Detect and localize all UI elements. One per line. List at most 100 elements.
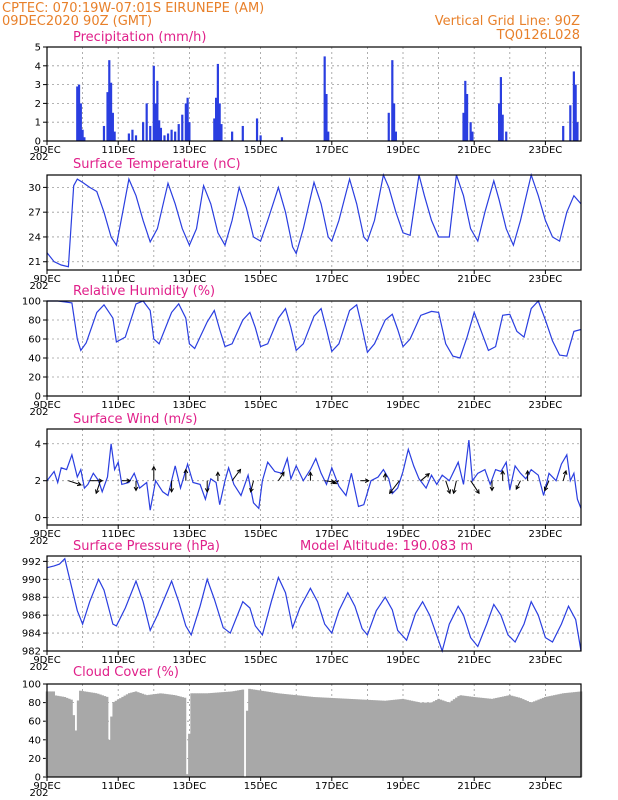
cloud-bar xyxy=(310,696,314,777)
x-date-label: 21DEC xyxy=(457,145,491,156)
wind-arrow-head xyxy=(332,479,338,485)
precip-bar xyxy=(156,80,159,141)
cloud-bar xyxy=(132,692,136,777)
cloud-bar xyxy=(107,739,111,777)
precip-bar xyxy=(213,118,216,141)
cloud-bar xyxy=(463,695,467,777)
cloud-bar xyxy=(208,693,211,777)
cloud-bar xyxy=(508,695,512,777)
y-tick-label: 982 xyxy=(22,647,41,658)
cloud-bar xyxy=(154,693,158,777)
cloud-bar xyxy=(555,694,558,777)
wind-arrow-head xyxy=(215,471,221,477)
cloud-bar xyxy=(408,700,411,777)
cloud-bar xyxy=(348,698,351,777)
precip-bar xyxy=(108,60,111,141)
precip-bar xyxy=(188,122,191,141)
cloud-bar xyxy=(390,700,394,777)
precip-bar xyxy=(79,103,82,141)
x-date-label: 21DEC xyxy=(457,529,491,540)
precip-bar xyxy=(109,82,113,141)
panel-0: 0 1 2 3 4 5 9DEC 11DEC 13DEC 15DEC 17DEC 19DEC 21DEC… xyxy=(29,30,582,163)
cloud-bar xyxy=(486,698,489,777)
x-date-label: 9DEC xyxy=(33,655,60,666)
cloud-bar xyxy=(134,691,138,777)
cloud-bar xyxy=(116,699,120,777)
cloud-bar xyxy=(546,696,549,777)
cloud-bar xyxy=(528,702,532,777)
cloud-bar xyxy=(121,696,124,777)
cloud-bar xyxy=(83,691,87,777)
cloud-bar xyxy=(388,700,391,777)
cloud-bar xyxy=(161,693,165,777)
panel-frame xyxy=(46,46,582,142)
cloud-bar xyxy=(435,700,438,777)
precip-bar xyxy=(259,135,262,141)
cloud-bar xyxy=(481,697,485,777)
cloud-bar xyxy=(130,692,133,777)
cloud-bar xyxy=(281,693,285,777)
cloud-bar xyxy=(519,698,523,777)
cloud-bar xyxy=(152,694,156,777)
y-tick-label: 80 xyxy=(28,698,41,709)
cloud-bar xyxy=(441,700,445,777)
cloud-bar xyxy=(470,696,474,777)
cloud-bar xyxy=(234,690,238,777)
precip-bar xyxy=(471,131,474,141)
cloud-bar xyxy=(423,702,427,777)
cloud-bar xyxy=(56,695,60,777)
x-date-label: 13DEC xyxy=(173,781,207,792)
cloud-bar xyxy=(301,695,305,777)
y-tick-label: 30 xyxy=(28,183,41,194)
cloud-bar xyxy=(128,693,131,777)
panel-2: 0 20 40 60 80 100 9DEC 11DEC 13DEC 15DEC 17DEC 19DE… xyxy=(22,284,582,418)
cloud-bar xyxy=(515,696,518,777)
wind-arrow xyxy=(333,480,340,484)
precip-bar xyxy=(184,103,187,141)
wind-arrow-head xyxy=(388,489,394,495)
cloud-bar xyxy=(170,694,173,777)
cloud-bar xyxy=(254,689,258,777)
cloud-bar xyxy=(379,700,383,777)
y-tick-label: 80 xyxy=(28,316,41,327)
cloud-bar xyxy=(564,693,567,777)
wind-arrow xyxy=(562,470,567,481)
wind-arrow xyxy=(250,480,254,493)
precip-bar xyxy=(111,112,114,141)
wind-arrow xyxy=(389,480,400,494)
cloud-bar xyxy=(499,697,503,777)
panel-4: 982 984 986 988 990 992 9DEC 11DEC 13DEC 15DEC 17D… xyxy=(22,539,582,673)
x-date-label: 23DEC xyxy=(529,655,563,666)
cloud-bar xyxy=(366,699,369,777)
cloud-bar xyxy=(372,700,376,777)
header-model: TQ0126L028 xyxy=(496,28,580,43)
cloud-bar xyxy=(504,696,507,777)
cloud-bar xyxy=(548,696,552,777)
cloud-bar xyxy=(241,689,245,777)
header-date: 09DEC2020 90Z (GMT) xyxy=(2,14,152,29)
cloud-bar xyxy=(90,692,93,777)
cloud-bar xyxy=(225,691,229,777)
cloud-bar xyxy=(401,698,405,777)
cloud-bar xyxy=(274,692,278,777)
panel-frame xyxy=(46,300,582,397)
cloud-bar xyxy=(459,695,463,777)
precip-bar xyxy=(464,80,467,141)
cloud-bar xyxy=(526,701,529,777)
x-date-label: 17DEC xyxy=(315,400,349,411)
precip-bar xyxy=(231,131,234,141)
cloud-bar xyxy=(559,693,563,777)
x-year-label: 202 xyxy=(29,152,48,163)
cloud-bar xyxy=(263,691,267,777)
cloud-bar xyxy=(544,697,547,777)
x-date-label: 17DEC xyxy=(315,274,349,285)
cloud-bar xyxy=(101,695,104,777)
precip-bar xyxy=(102,125,106,141)
precip-bar xyxy=(505,131,508,141)
cloud-bar xyxy=(341,698,345,777)
cloud-bar xyxy=(346,698,349,777)
cloud-bar xyxy=(386,700,389,777)
cloud-bar xyxy=(323,697,327,777)
wind-arrow-head xyxy=(280,471,285,477)
cloud-bar xyxy=(334,698,338,777)
